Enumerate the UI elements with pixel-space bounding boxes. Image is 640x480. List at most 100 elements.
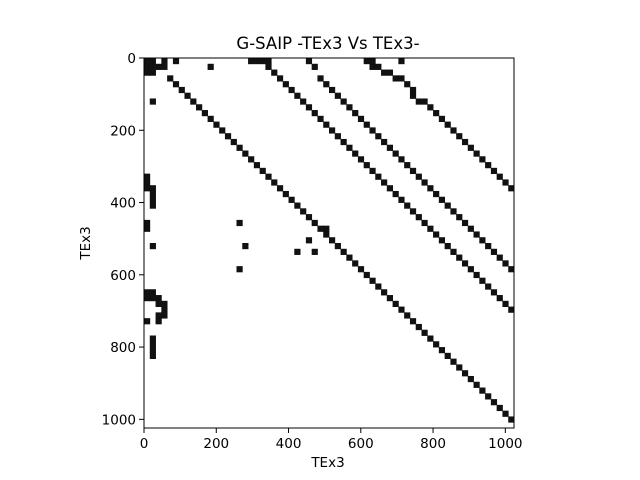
heatmap-cell (398, 196, 405, 203)
heatmap-cell (305, 58, 313, 65)
heatmap-cell (346, 104, 353, 111)
heatmap-cell (496, 404, 503, 412)
heatmap-cell (404, 81, 411, 88)
heatmap-cell (323, 121, 330, 128)
heatmap-cell (409, 167, 417, 175)
heatmap-cell (409, 208, 417, 215)
heatmap-cell (386, 69, 393, 76)
heatmap-cell (323, 231, 330, 238)
heatmap-cell (508, 266, 515, 273)
heatmap-cell (357, 266, 365, 273)
heatmap-cell (219, 127, 226, 134)
heatmap-cell (167, 75, 174, 82)
heatmap-cell (300, 208, 307, 215)
heatmap-cell (276, 185, 284, 192)
heatmap-cell (502, 179, 509, 186)
heatmap-cell (456, 254, 463, 261)
x-tick-label: 800 (420, 436, 446, 452)
heatmap-cell (496, 295, 503, 302)
heatmap-cell (369, 63, 376, 70)
heatmap-cell (149, 352, 156, 360)
heatmap-cell (392, 75, 399, 82)
heatmap-cell (305, 104, 313, 111)
heatmap-cell (490, 289, 498, 296)
y-tick-label: 1000 (102, 412, 136, 428)
heatmap-cell (236, 219, 243, 227)
heatmap-cell (149, 295, 156, 302)
heatmap-cell (421, 329, 428, 336)
heatmap-cell (467, 144, 474, 151)
heatmap-cell (282, 81, 289, 88)
heatmap-cell (444, 352, 451, 360)
heatmap-cell (381, 138, 388, 146)
heatmap-cell (375, 133, 382, 140)
heatmap-cell (300, 98, 307, 105)
heatmap-cell (149, 196, 156, 203)
heatmap-cell (473, 381, 480, 388)
heatmap-cell (346, 254, 353, 261)
heatmap-cell (172, 81, 180, 88)
heatmap-cell (357, 115, 365, 122)
heatmap-cell (404, 312, 411, 319)
heatmap-cell (271, 69, 278, 76)
heatmap-cell (311, 219, 318, 227)
heatmap-cell (178, 86, 185, 94)
heatmap-cell (144, 179, 151, 186)
heatmap-cell (352, 260, 359, 267)
heatmap-cell (340, 98, 347, 105)
heatmap-cell (144, 185, 151, 192)
heatmap-cell (149, 58, 156, 65)
heatmap-cell (461, 370, 469, 377)
heatmap-cell (271, 179, 278, 186)
heatmap-cell (363, 58, 370, 65)
heatmap-cell (201, 110, 208, 117)
heatmap-cell (161, 63, 168, 70)
heatmap-cell (363, 271, 370, 279)
heatmap-cell (149, 185, 156, 192)
heatmap-cell (196, 104, 203, 111)
heatmap-cell (392, 150, 399, 157)
heatmap-cell (444, 243, 451, 250)
heatmap-cell (294, 248, 301, 255)
heatmap-cell (485, 283, 492, 290)
heatmap-cell (421, 219, 428, 227)
heatmap-cell (438, 237, 446, 244)
heatmap-cell (288, 196, 295, 203)
heatmap-cell (456, 214, 463, 221)
heatmap-cell (149, 335, 156, 342)
heatmap-cell (433, 231, 440, 238)
heatmap-cell (357, 156, 365, 163)
heatmap-cell (375, 173, 382, 180)
heatmap-cell (415, 98, 422, 105)
heatmap-cell (508, 185, 515, 192)
heatmap-cell (427, 335, 434, 342)
heatmap-cell (438, 196, 446, 203)
heatmap-cell (508, 306, 515, 313)
heatmap-cell (305, 214, 313, 221)
heatmap-cell (456, 133, 463, 140)
heatmap-cell (496, 173, 503, 180)
heatmap-cell (502, 410, 509, 417)
heatmap-cell (485, 393, 492, 400)
heatmap-cell (155, 312, 162, 319)
heatmap-cell (288, 86, 295, 94)
heatmap-cell (363, 162, 370, 169)
heatmap-cell (317, 115, 324, 122)
heatmap-cell (317, 75, 324, 82)
heatmap-cell (508, 416, 515, 423)
y-tick-label: 800 (110, 340, 136, 356)
heatmap-cell (479, 156, 486, 163)
y-tick-label: 600 (110, 268, 136, 284)
heatmap-cell (502, 300, 509, 307)
heatmap-cell (467, 225, 474, 232)
x-axis-label: TEx3 (310, 455, 344, 471)
heatmap-cell (485, 162, 492, 169)
heatmap-cell (433, 110, 440, 117)
heatmap-cell (329, 237, 336, 244)
heatmap-cell (265, 173, 272, 180)
heatmap-cell (369, 58, 376, 65)
heatmap-cell (155, 295, 162, 302)
heatmap-cell (144, 318, 151, 325)
heatmap-cell (155, 300, 162, 307)
